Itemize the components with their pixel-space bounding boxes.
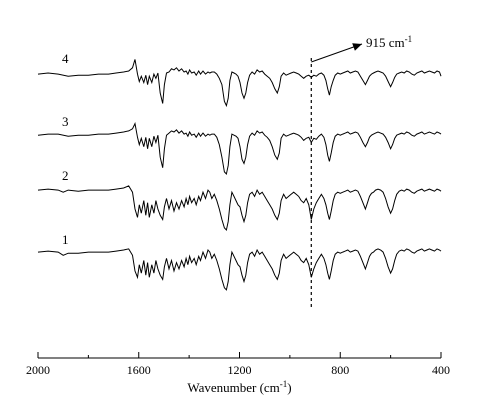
spectrum-label-1: 1 bbox=[62, 232, 69, 247]
annotation-915: 915 cm-1 bbox=[310, 34, 412, 310]
spectrum-curve-1 bbox=[37, 248, 442, 291]
spectrum-curve-3 bbox=[37, 121, 442, 176]
x-tick-label-1200: 1200 bbox=[228, 363, 252, 377]
spectrum-label-2: 2 bbox=[62, 168, 69, 183]
spectrum-label-3: 3 bbox=[62, 114, 69, 129]
x-ticks: 2000 1600 1200 800 400 bbox=[26, 352, 450, 377]
spectra-curves bbox=[37, 59, 442, 291]
x-tick-label-2000: 2000 bbox=[26, 363, 50, 377]
curve-labels: 4 3 2 1 bbox=[62, 51, 69, 247]
spectrum-curve-4 bbox=[37, 59, 442, 108]
x-tick-label-800: 800 bbox=[331, 363, 349, 377]
spectrum-curve-2 bbox=[37, 185, 442, 232]
spectrum-label-4: 4 bbox=[62, 51, 69, 66]
annotation-label: 915 cm-1 bbox=[366, 34, 412, 50]
x-axis-label: Wavenumber (cm-1) bbox=[187, 379, 291, 395]
annotation-arrow-line bbox=[311, 43, 363, 63]
x-axis: 2000 1600 1200 800 400 Wavenumber (cm-1) bbox=[26, 352, 450, 395]
x-tick-label-1600: 1600 bbox=[127, 363, 151, 377]
x-tick-label-400: 400 bbox=[432, 363, 450, 377]
annotation-arrow-head bbox=[352, 43, 362, 51]
